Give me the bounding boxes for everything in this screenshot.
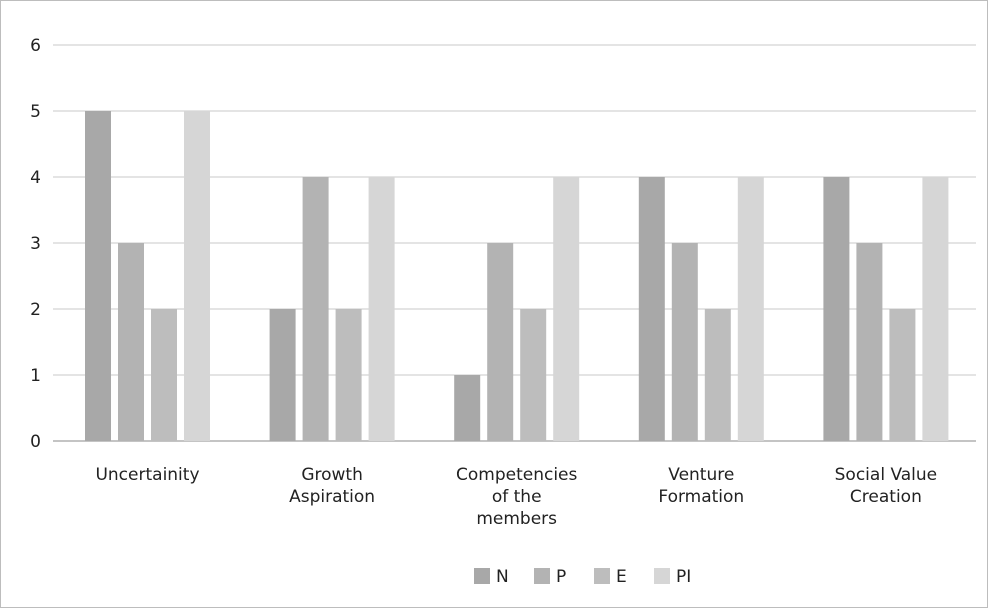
x-category-label-line: Social Value (835, 465, 938, 485)
bar-p-1 (302, 177, 329, 441)
x-category-label-line: Aspiration (289, 487, 375, 507)
bar-e-3 (704, 309, 731, 441)
legend-label-p: P (556, 567, 566, 587)
bar-n-3 (638, 177, 665, 441)
x-category-label: Uncertainity (95, 465, 199, 485)
bar-e-4 (889, 309, 916, 441)
x-category-label: Competencies of the members (456, 465, 578, 529)
y-tick-label: 4 (30, 168, 41, 188)
bar-pi-4 (922, 177, 949, 441)
x-category-label-line: Competencies (456, 465, 578, 485)
y-tick-label: 0 (30, 432, 41, 452)
y-tick-label: 6 (30, 36, 41, 56)
x-category-label: Venture Formation (658, 465, 744, 507)
y-tick-label: 3 (30, 234, 41, 254)
bar-n-4 (823, 177, 850, 441)
bar-e-2 (520, 309, 547, 441)
bar-e-0 (151, 309, 177, 441)
bar-pi-2 (553, 177, 580, 441)
bar-p-2 (487, 243, 514, 441)
x-category-label-line: members (476, 509, 557, 529)
legend-swatch-p (534, 568, 550, 584)
x-category-label: Growth Aspiration (289, 465, 375, 507)
bar-e-1 (335, 309, 362, 441)
x-category-label-line: Venture (668, 465, 734, 485)
x-category-label-line: Creation (850, 487, 922, 507)
bar-n-0 (85, 111, 111, 441)
bar-n-1 (269, 309, 296, 441)
legend-swatch-e (594, 568, 610, 584)
legend-label-n: N (496, 567, 509, 587)
x-category-label-line: of the (492, 487, 542, 507)
x-category-label: Social Value Creation (835, 465, 938, 507)
y-tick-label: 2 (30, 300, 41, 320)
bar-p-4 (856, 243, 883, 441)
legend-label-pi: PI (676, 567, 691, 587)
bar-pi-1 (368, 177, 395, 441)
bar-n-2 (454, 375, 481, 441)
bar-pi-0 (184, 111, 210, 441)
legend-swatch-n (474, 568, 490, 584)
legend-swatch-pi (654, 568, 670, 584)
bar-p-0 (118, 243, 144, 441)
y-tick-label: 5 (30, 102, 41, 122)
x-category-label-line: Uncertainity (95, 465, 199, 485)
y-tick-label: 1 (30, 366, 41, 386)
bar-pi-3 (737, 177, 764, 441)
x-category-label-line: Growth (301, 465, 363, 485)
x-category-label-line: Formation (658, 487, 744, 507)
legend-label-e: E (616, 567, 627, 587)
bar-p-3 (671, 243, 698, 441)
